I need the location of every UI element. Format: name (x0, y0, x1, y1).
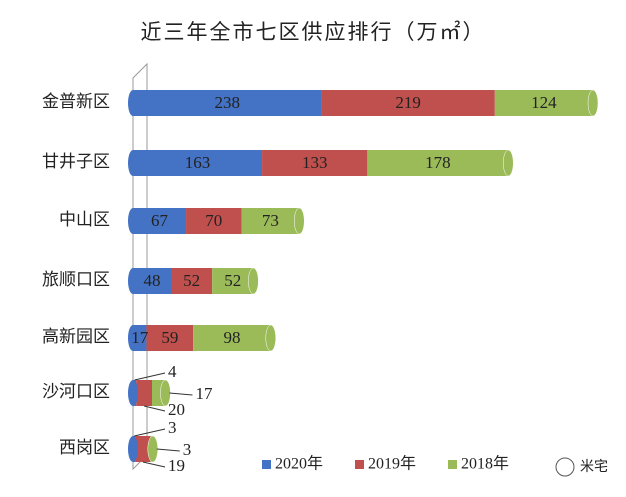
bar-start (128, 150, 138, 176)
bar-cap (294, 207, 305, 235)
category-label: 甘井子区 (42, 152, 110, 171)
value-label: 3 (183, 440, 192, 459)
bar-start (128, 268, 138, 294)
value-label: 59 (161, 328, 178, 347)
bar (146, 325, 194, 351)
watermark: 米宅 (580, 459, 608, 475)
bar-cap (503, 149, 514, 177)
value-label: 3 (168, 418, 177, 437)
legend-label: 2018年 (461, 455, 509, 473)
value-label: 67 (151, 211, 169, 230)
value-label: 124 (531, 93, 557, 112)
category-label: 西岗区 (59, 438, 110, 457)
bar (494, 90, 593, 116)
bar-cap (147, 435, 159, 463)
bar (133, 208, 187, 234)
leader-line (169, 392, 193, 396)
bar-cap (265, 324, 277, 352)
value-label: 4 (168, 362, 177, 381)
value-label: 20 (168, 400, 185, 419)
leader-line (134, 428, 166, 437)
bar-start (128, 325, 138, 351)
legend-swatch (448, 460, 457, 469)
category-label: 中山区 (59, 210, 110, 229)
bar (212, 268, 254, 294)
value-label: 98 (223, 328, 240, 347)
legend-swatch (262, 460, 271, 469)
logo: 米宅 (555, 457, 608, 477)
value-label: 178 (425, 153, 451, 172)
bar (135, 436, 151, 462)
bar (241, 208, 300, 234)
legend-swatch (355, 460, 364, 469)
logo-icon (555, 457, 575, 477)
value-label: 52 (224, 271, 241, 290)
value-label: 52 (183, 271, 200, 290)
bar (186, 208, 242, 234)
bar (367, 150, 509, 176)
bar (171, 268, 213, 294)
value-label: 163 (185, 153, 211, 172)
bar (193, 325, 271, 351)
value-label: 219 (395, 93, 421, 112)
leader-line (143, 405, 166, 412)
category-label: 高新园区 (42, 327, 110, 346)
value-label: 133 (302, 153, 328, 172)
bar-start (128, 380, 138, 406)
bar (321, 90, 495, 116)
leader-line (156, 448, 180, 452)
value-label: 238 (214, 93, 240, 112)
value-label: 70 (205, 211, 222, 230)
value-label: 73 (262, 211, 279, 230)
value-label: 17 (195, 384, 213, 403)
value-label: 17 (131, 328, 149, 347)
value-label: 48 (144, 271, 161, 290)
bar-cap (587, 89, 599, 117)
bar-start (128, 90, 138, 116)
category-label: 金普新区 (42, 92, 110, 111)
bar-start (128, 208, 138, 234)
leader-line (134, 372, 166, 381)
bar-cap (248, 267, 259, 295)
leader-line (142, 461, 166, 468)
axis-wall (132, 62, 148, 471)
category-label: 旅顺口区 (42, 270, 110, 289)
bar (133, 150, 263, 176)
category-label: 沙河口区 (42, 382, 110, 401)
bar-start (128, 436, 138, 462)
legend-label: 2019年 (368, 455, 416, 473)
bar (133, 90, 322, 116)
bar (136, 380, 153, 406)
bar (262, 150, 368, 176)
chart-title: 近三年全市七区供应排行（万㎡） (141, 20, 486, 44)
bar (133, 268, 172, 294)
legend-label: 2020年 (275, 455, 323, 473)
value-label: 19 (168, 456, 185, 475)
